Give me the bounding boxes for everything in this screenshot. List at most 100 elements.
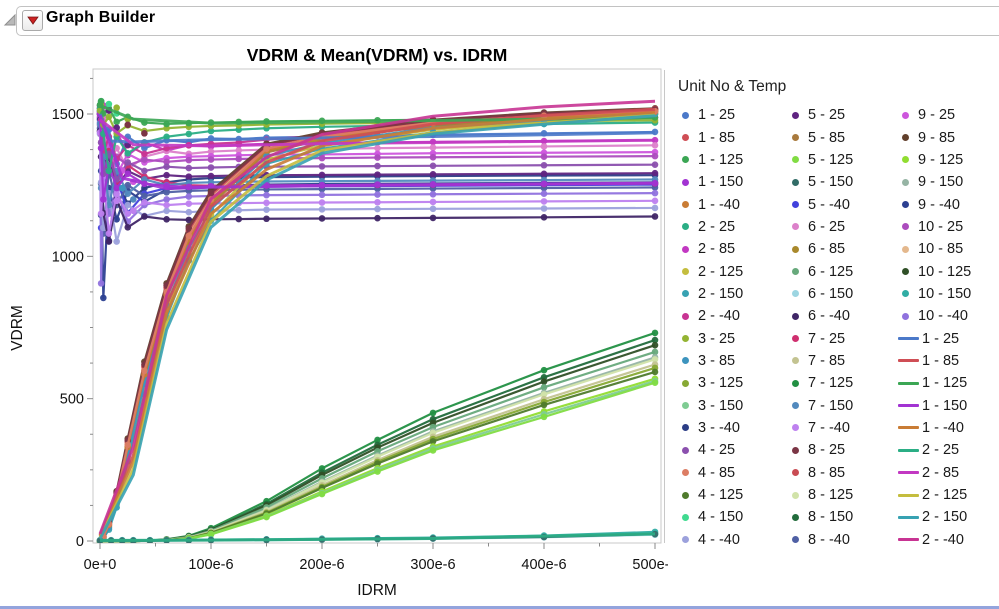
legend-item[interactable]: 2 - 85 [678,238,788,260]
legend-point-swatch [792,357,799,365]
legend-item-label: 1 - -40 [922,419,964,436]
legend-item[interactable]: 7 - 125 [788,372,898,394]
legend-item[interactable]: 1 - -40 [898,417,999,439]
legend-item-label: 5 - 150 [808,174,854,191]
legend-item-label: 5 - 25 [808,107,846,124]
graph-canvas[interactable]: 0 500 1000 1500 0e+0 100e-6 200e-6 300e-6 400e-6… [0,36,668,609]
legend-item[interactable]: 4 - 25 [678,439,788,461]
legend-item[interactable]: 10 - 150 [898,283,999,305]
legend-item[interactable]: 8 - 125 [788,484,898,506]
legend-item[interactable]: 1 - -40 [678,193,788,215]
legend-item[interactable]: 10 - 125 [898,260,999,282]
legend-point-swatch [682,335,689,343]
legend-item[interactable]: 5 - 150 [788,171,898,193]
legend-item[interactable]: 5 - -40 [788,193,898,215]
legend-point-swatch [682,134,689,142]
legend-line-swatch [898,359,919,363]
legend-point-swatch [792,223,799,231]
legend-item[interactable]: 1 - 125 [898,372,999,394]
legend-item[interactable]: 1 - 125 [678,149,788,171]
legend-item[interactable]: 3 - 150 [678,394,788,416]
legend-item[interactable]: 1 - 150 [898,394,999,416]
legend-item-label: 6 - 25 [808,218,846,235]
legend-point-swatch [902,223,909,231]
legend-item[interactable]: 10 - -40 [898,305,999,327]
legend-item[interactable]: 1 - 85 [898,350,999,372]
legend-item[interactable]: 4 - -40 [678,529,788,551]
legend-item[interactable]: 2 - -40 [898,529,999,551]
legend-item-label: 4 - 85 [698,464,736,481]
legend-item[interactable]: 9 - -40 [898,193,999,215]
legend-item[interactable]: 6 - 85 [788,238,898,260]
legend-item[interactable]: 1 - 25 [898,327,999,349]
legend-item-label: 8 - 25 [808,442,846,459]
legend-item[interactable]: 10 - 85 [898,238,999,260]
legend-item[interactable]: 5 - 85 [788,126,898,148]
legend-line-swatch [898,493,919,497]
legend-item-label: 1 - 125 [698,151,744,168]
legend-item[interactable]: 7 - 25 [788,327,898,349]
legend-item-label: 8 - 85 [808,464,846,481]
legend-item-label: 7 - 25 [808,330,846,347]
legend-item[interactable]: 3 - 85 [678,350,788,372]
legend-item[interactable]: 5 - 25 [788,104,898,126]
legend-item[interactable]: 9 - 150 [898,171,999,193]
legend-item[interactable]: 4 - 150 [678,506,788,528]
red-triangle-menu-button[interactable] [22,10,43,31]
legend-item[interactable]: 4 - 125 [678,484,788,506]
svg-text:0: 0 [76,534,84,550]
legend-item[interactable]: 6 - -40 [788,305,898,327]
legend-item[interactable]: 9 - 85 [898,126,999,148]
legend-item[interactable]: 3 - -40 [678,417,788,439]
legend-point-swatch [792,111,799,119]
legend-item[interactable]: 6 - 25 [788,216,898,238]
legend-item[interactable]: 2 - 25 [898,439,999,461]
legend-item[interactable]: 7 - -40 [788,417,898,439]
legend-item[interactable]: 8 - 25 [788,439,898,461]
legend-item[interactable]: 1 - 25 [678,104,788,126]
legend-item[interactable]: 7 - 85 [788,350,898,372]
legend-item-label: 6 - 85 [808,241,846,258]
legend-item[interactable]: 10 - 25 [898,216,999,238]
legend-item[interactable]: 1 - 150 [678,171,788,193]
legend-point-swatch [682,312,689,320]
legend-item[interactable]: 2 - -40 [678,305,788,327]
legend-item-label: 1 - 25 [698,107,736,124]
legend-item[interactable]: 6 - 125 [788,260,898,282]
legend-item[interactable]: 2 - 125 [678,260,788,282]
legend-item-label: 3 - 125 [698,375,744,392]
legend-item[interactable]: 2 - 25 [678,216,788,238]
legend-item[interactable]: 4 - 85 [678,462,788,484]
legend-item-label: 7 - 85 [808,352,846,369]
svg-text:500: 500 [60,392,84,408]
legend-item[interactable]: 6 - 150 [788,283,898,305]
legend-item[interactable]: 2 - 85 [898,462,999,484]
legend-item[interactable]: 9 - 25 [898,104,999,126]
legend-item[interactable]: 1 - 85 [678,126,788,148]
legend-item-label: 2 - 85 [698,241,736,258]
legend-point-swatch [682,111,689,119]
legend-item[interactable]: 7 - 150 [788,394,898,416]
legend-item[interactable]: 2 - 150 [898,506,999,528]
legend-item[interactable]: 2 - 150 [678,283,788,305]
legend-point-swatch [792,446,799,454]
legend-item-label: 6 - 150 [808,285,854,302]
legend-item[interactable]: 9 - 125 [898,149,999,171]
red-triangle-icon [26,16,39,25]
legend-item[interactable]: 3 - 125 [678,372,788,394]
disclosure-triangle-icon[interactable] [3,13,17,27]
legend-item[interactable]: 2 - 125 [898,484,999,506]
legend-item[interactable]: 8 - 85 [788,462,898,484]
legend-item[interactable]: 8 - 150 [788,506,898,528]
legend-line-swatch [898,337,919,341]
legend-item-label: 1 - 25 [922,330,960,347]
legend-item[interactable]: 8 - -40 [788,529,898,551]
legend-item-label: 9 - -40 [918,196,960,213]
svg-text:500e-6: 500e-6 [632,557,668,573]
legend-point-swatch [682,268,689,276]
legend-point-swatch [902,134,909,142]
legend-item[interactable]: 5 - 125 [788,149,898,171]
legend-item[interactable]: 3 - 25 [678,327,788,349]
axes-layer: 0 500 1000 1500 0e+0 100e-6 200e-6 300e-6 400e-6… [52,77,668,573]
